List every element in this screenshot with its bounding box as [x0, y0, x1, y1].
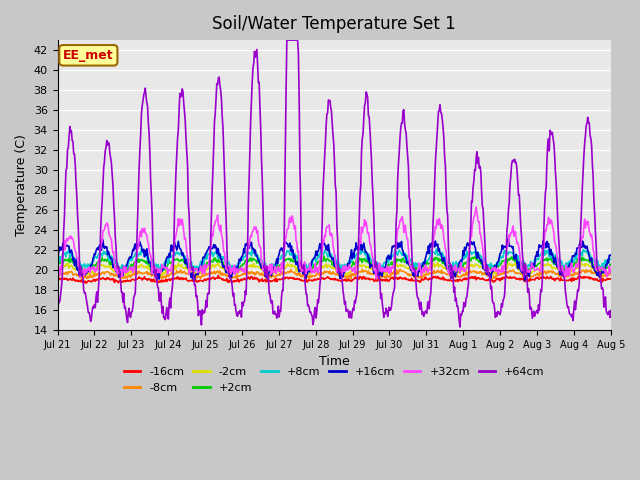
Title: Soil/Water Temperature Set 1: Soil/Water Temperature Set 1 — [212, 15, 456, 33]
Line: +2cm: +2cm — [58, 256, 611, 272]
Line: +8cm: +8cm — [58, 247, 611, 271]
+64cm — [64, 147, 72, 153]
+16cm — [64, 242, 72, 248]
-16cm — [64, 277, 72, 283]
+32cm — [54, 266, 61, 272]
+16cm — [207, 245, 214, 251]
-2cm — [54, 267, 61, 273]
+2cm — [320, 253, 328, 259]
Line: +64cm: +64cm — [58, 40, 611, 327]
+16cm — [419, 263, 426, 269]
+2cm — [54, 264, 61, 270]
-16cm — [419, 277, 427, 283]
-2cm — [419, 272, 426, 277]
+16cm — [54, 255, 61, 261]
+16cm — [607, 252, 614, 258]
-8cm — [177, 267, 184, 273]
+32cm — [403, 230, 410, 236]
+8cm — [207, 252, 214, 257]
+8cm — [177, 251, 185, 257]
+2cm — [195, 269, 203, 275]
-8cm — [64, 272, 72, 277]
+16cm — [177, 249, 185, 254]
-16cm — [214, 273, 222, 278]
-16cm — [82, 280, 90, 286]
+32cm — [372, 276, 380, 282]
-16cm — [607, 276, 614, 282]
+32cm — [206, 248, 214, 254]
Legend: -16cm, -8cm, -2cm, +2cm, +8cm, +16cm, +32cm, +64cm: -16cm, -8cm, -2cm, +2cm, +8cm, +16cm, +3… — [119, 363, 549, 397]
+64cm — [54, 306, 61, 312]
-2cm — [177, 264, 184, 269]
+2cm — [607, 262, 614, 267]
Text: EE_met: EE_met — [63, 49, 114, 62]
+32cm — [607, 270, 614, 276]
-2cm — [607, 266, 614, 272]
-8cm — [403, 271, 411, 276]
-8cm — [396, 266, 404, 272]
+64cm — [120, 305, 128, 311]
-16cm — [54, 277, 61, 283]
+16cm — [153, 278, 161, 284]
+2cm — [403, 259, 411, 265]
+64cm — [456, 324, 464, 330]
-2cm — [343, 273, 351, 278]
Line: +16cm: +16cm — [58, 238, 611, 281]
X-axis label: Time: Time — [319, 355, 349, 369]
+8cm — [419, 260, 427, 266]
+64cm — [419, 312, 426, 318]
-16cm — [207, 276, 214, 282]
+64cm — [177, 94, 184, 99]
+2cm — [177, 257, 184, 263]
-2cm — [64, 260, 72, 266]
-2cm — [120, 269, 128, 275]
+8cm — [403, 252, 411, 258]
+8cm — [607, 256, 614, 262]
Line: -2cm: -2cm — [58, 262, 611, 276]
-8cm — [206, 271, 214, 277]
+32cm — [120, 264, 128, 269]
+32cm — [64, 238, 72, 244]
Line: -16cm: -16cm — [58, 276, 611, 283]
-16cm — [122, 279, 129, 285]
+32cm — [177, 217, 184, 223]
+64cm — [607, 308, 614, 313]
+8cm — [54, 261, 61, 267]
-8cm — [419, 273, 427, 278]
-2cm — [206, 262, 214, 268]
-16cm — [177, 275, 185, 281]
Y-axis label: Temperature (C): Temperature (C) — [15, 134, 28, 236]
+16cm — [120, 268, 128, 274]
+64cm — [206, 264, 214, 269]
+2cm — [64, 257, 72, 263]
+8cm — [65, 244, 73, 250]
-2cm — [403, 264, 410, 270]
Line: -8cm: -8cm — [58, 269, 611, 279]
+32cm — [472, 204, 480, 210]
-8cm — [120, 275, 128, 281]
-8cm — [607, 271, 614, 276]
+64cm — [283, 37, 291, 43]
+16cm — [403, 256, 410, 262]
Line: +32cm: +32cm — [58, 207, 611, 279]
+64cm — [403, 130, 410, 136]
+8cm — [122, 266, 129, 272]
+8cm — [64, 250, 72, 256]
-2cm — [434, 259, 442, 265]
+2cm — [120, 268, 128, 274]
-8cm — [54, 273, 61, 278]
-8cm — [347, 276, 355, 282]
+2cm — [419, 263, 427, 269]
+16cm — [504, 235, 512, 241]
+2cm — [207, 258, 214, 264]
-16cm — [403, 276, 411, 282]
+8cm — [263, 268, 271, 274]
+32cm — [419, 267, 426, 273]
